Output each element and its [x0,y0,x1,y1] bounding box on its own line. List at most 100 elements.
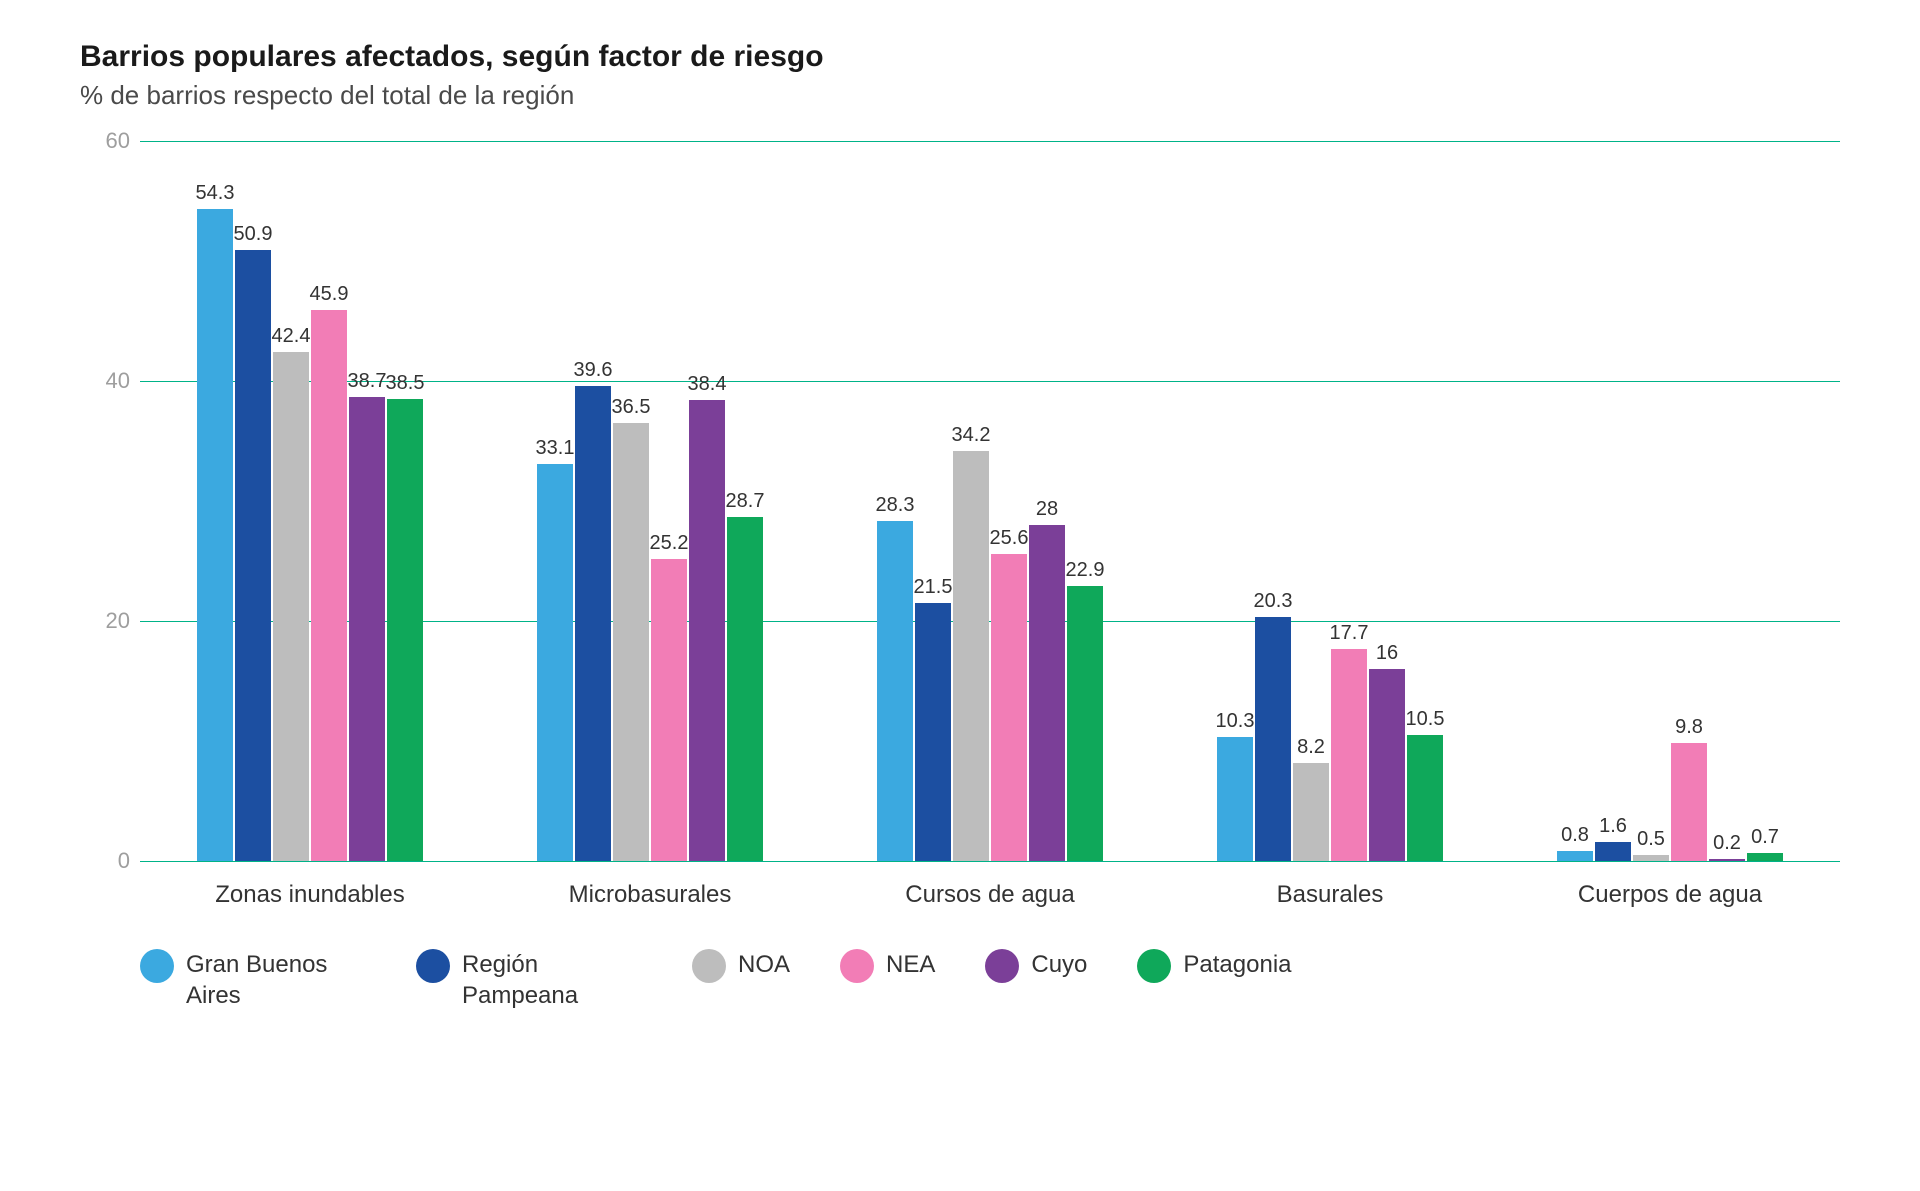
bar: 42.4 [273,141,309,861]
bar-value-label: 10.3 [1216,710,1255,733]
bar: 10.5 [1407,141,1443,861]
bar-group: 54.350.942.445.938.738.5 [140,141,480,861]
bar: 22.9 [1067,141,1103,861]
bar-group: 0.8 1.60.5 9.8 0.2 0.7 [1500,141,1840,861]
bar-value-label: 22.9 [1066,559,1105,582]
legend-label: Región Pampeana [462,949,642,1011]
x-tick-label: Cursos de agua [820,881,1160,909]
bar: 0.5 [1633,141,1669,861]
bar-value-label: 50.9 [234,223,273,246]
bar-rect [915,603,951,861]
bar-value-label: 8.2 [1297,736,1325,759]
bar: 33.1 [537,141,573,861]
legend-item: Región Pampeana [416,949,642,1011]
chart-subtitle: % de barrios respecto del total de la re… [80,80,1840,111]
legend-label: Patagonia [1183,949,1291,980]
legend-swatch [840,949,874,983]
legend-swatch [692,949,726,983]
bar-rect [273,352,309,861]
bar-rect [613,423,649,861]
x-axis: Zonas inundablesMicrobasuralesCursos de … [140,881,1840,909]
bar-rect [387,399,423,861]
legend-swatch [1137,949,1171,983]
bar: 8.2 [1293,141,1329,861]
bar-value-label: 9.8 [1675,716,1703,739]
bar: 36.5 [613,141,649,861]
bar-rect [953,451,989,861]
bar-value-label: 36.5 [612,396,651,419]
bar: 21.5 [915,141,951,861]
bar-value-label: 42.4 [272,325,311,348]
legend-item: Gran Buenos Aires [140,949,366,1011]
bar-value-label: 33.1 [536,437,575,460]
bar-group: 33.139.636.525.238.428.7 [480,141,820,861]
bar-value-label: 0.8 [1561,824,1589,847]
bar-value-label: 20.3 [1254,590,1293,613]
bar-rect [1029,525,1065,861]
bar-rect [689,400,725,861]
bar-value-label: 25.6 [990,527,1029,550]
legend-label: NOA [738,949,790,980]
bar: 25.2 [651,141,687,861]
legend-swatch [140,949,174,983]
bar-rect [1407,735,1443,861]
bar: 10.3 [1217,141,1253,861]
bar-groups: 54.350.942.445.938.738.533.139.636.525.2… [140,141,1840,861]
legend-item: Patagonia [1137,949,1291,983]
y-tick-label: 20 [80,608,130,634]
bar-rect [575,386,611,861]
bar-value-label: 54.3 [196,182,235,205]
chart-container: Barrios populares afectados, según facto… [80,40,1840,1011]
legend-swatch [985,949,1019,983]
bar-rect [235,250,271,861]
bar-rect [537,464,573,861]
bar-rect [1369,669,1405,861]
bar: 34.2 [953,141,989,861]
y-tick-label: 0 [80,848,130,874]
bar-group: 10.3 20.3 8.2 17.71610.5 [1160,141,1500,861]
plot-area: 020406054.350.942.445.938.738.533.139.63… [140,141,1840,861]
x-tick-label: Zonas inundables [140,881,480,909]
bar-rect [1709,859,1745,861]
bar-rect [311,310,347,861]
chart-title: Barrios populares afectados, según facto… [80,40,1840,74]
bar-rect [1557,851,1593,861]
x-tick-label: Microbasurales [480,881,820,909]
bar: 39.6 [575,141,611,861]
bar-value-label: 28 [1036,498,1058,521]
bar: 38.5 [387,141,423,861]
bar-value-label: 0.7 [1751,826,1779,849]
bar-rect [877,521,913,861]
bar: 25.6 [991,141,1027,861]
gridline [140,861,1840,862]
bar-rect [1747,853,1783,861]
legend-label: Cuyo [1031,949,1087,980]
legend-item: Cuyo [985,949,1087,983]
bar: 16 [1369,141,1405,861]
bar-value-label: 38.7 [348,370,387,393]
bar: 38.4 [689,141,725,861]
bar-group: 28.321.534.225.6 28 22.9 [820,141,1160,861]
bar-value-label: 39.6 [574,359,613,382]
bar: 38.7 [349,141,385,861]
y-tick-label: 40 [80,368,130,394]
bar: 0.7 [1747,141,1783,861]
bar-rect [727,517,763,861]
bar: 1.6 [1595,141,1631,861]
bar: 54.3 [197,141,233,861]
legend-swatch [416,949,450,983]
bar-rect [1595,842,1631,861]
bar-rect [1067,586,1103,861]
legend-label: Gran Buenos Aires [186,949,366,1011]
legend-item: NEA [840,949,935,983]
bar-value-label: 0.2 [1713,832,1741,855]
bar: 28 [1029,141,1065,861]
bar-value-label: 28.3 [876,494,915,517]
bar-rect [1293,763,1329,861]
bar-rect [1671,743,1707,861]
bar-value-label: 38.4 [688,373,727,396]
bar: 0.2 [1709,141,1745,861]
bar-rect [1331,649,1367,861]
bar: 17.7 [1331,141,1367,861]
bar-value-label: 17.7 [1330,622,1369,645]
